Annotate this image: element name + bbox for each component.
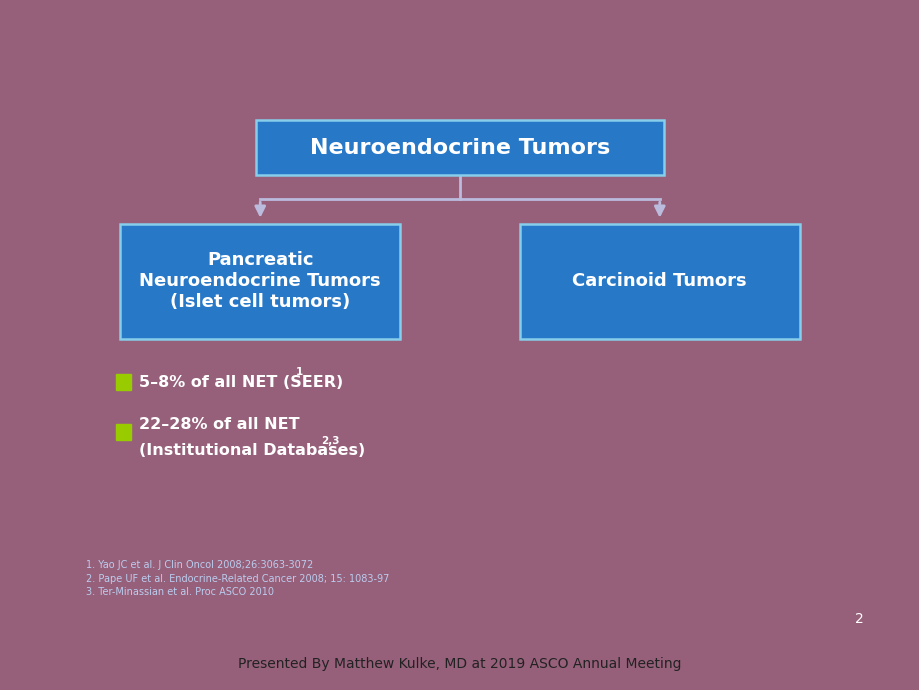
Text: 3. Ter-Minassian et al. Proc ASCO 2010: 3. Ter-Minassian et al. Proc ASCO 2010 bbox=[85, 587, 274, 598]
Text: 2. Pape UF et al. Endocrine-Related Cancer 2008; 15: 1083-97: 2. Pape UF et al. Endocrine-Related Canc… bbox=[85, 573, 389, 584]
FancyBboxPatch shape bbox=[519, 224, 800, 339]
Bar bbox=[116, 374, 130, 390]
Text: (Institutional Databases): (Institutional Databases) bbox=[139, 443, 365, 458]
Text: 2,3: 2,3 bbox=[321, 436, 339, 446]
Text: 1: 1 bbox=[296, 368, 303, 377]
Text: 5–8% of all NET (SEER): 5–8% of all NET (SEER) bbox=[139, 375, 343, 390]
Bar bbox=[116, 424, 130, 440]
FancyBboxPatch shape bbox=[255, 120, 664, 175]
Text: 2: 2 bbox=[854, 612, 863, 626]
Text: Presented By Matthew Kulke, MD at 2019 ASCO Annual Meeting: Presented By Matthew Kulke, MD at 2019 A… bbox=[238, 657, 681, 671]
Text: 22–28% of all NET: 22–28% of all NET bbox=[139, 417, 299, 431]
Text: Carcinoid Tumors: Carcinoid Tumors bbox=[572, 272, 746, 290]
Text: Pancreatic
Neuroendocrine Tumors
(Islet cell tumors): Pancreatic Neuroendocrine Tumors (Islet … bbox=[140, 251, 380, 311]
Text: Neuroendocrine Tumors: Neuroendocrine Tumors bbox=[310, 138, 609, 157]
FancyBboxPatch shape bbox=[119, 224, 400, 339]
Text: 1. Yao JC et al. J Clin Oncol 2008;26:3063-3072: 1. Yao JC et al. J Clin Oncol 2008;26:30… bbox=[85, 560, 312, 570]
